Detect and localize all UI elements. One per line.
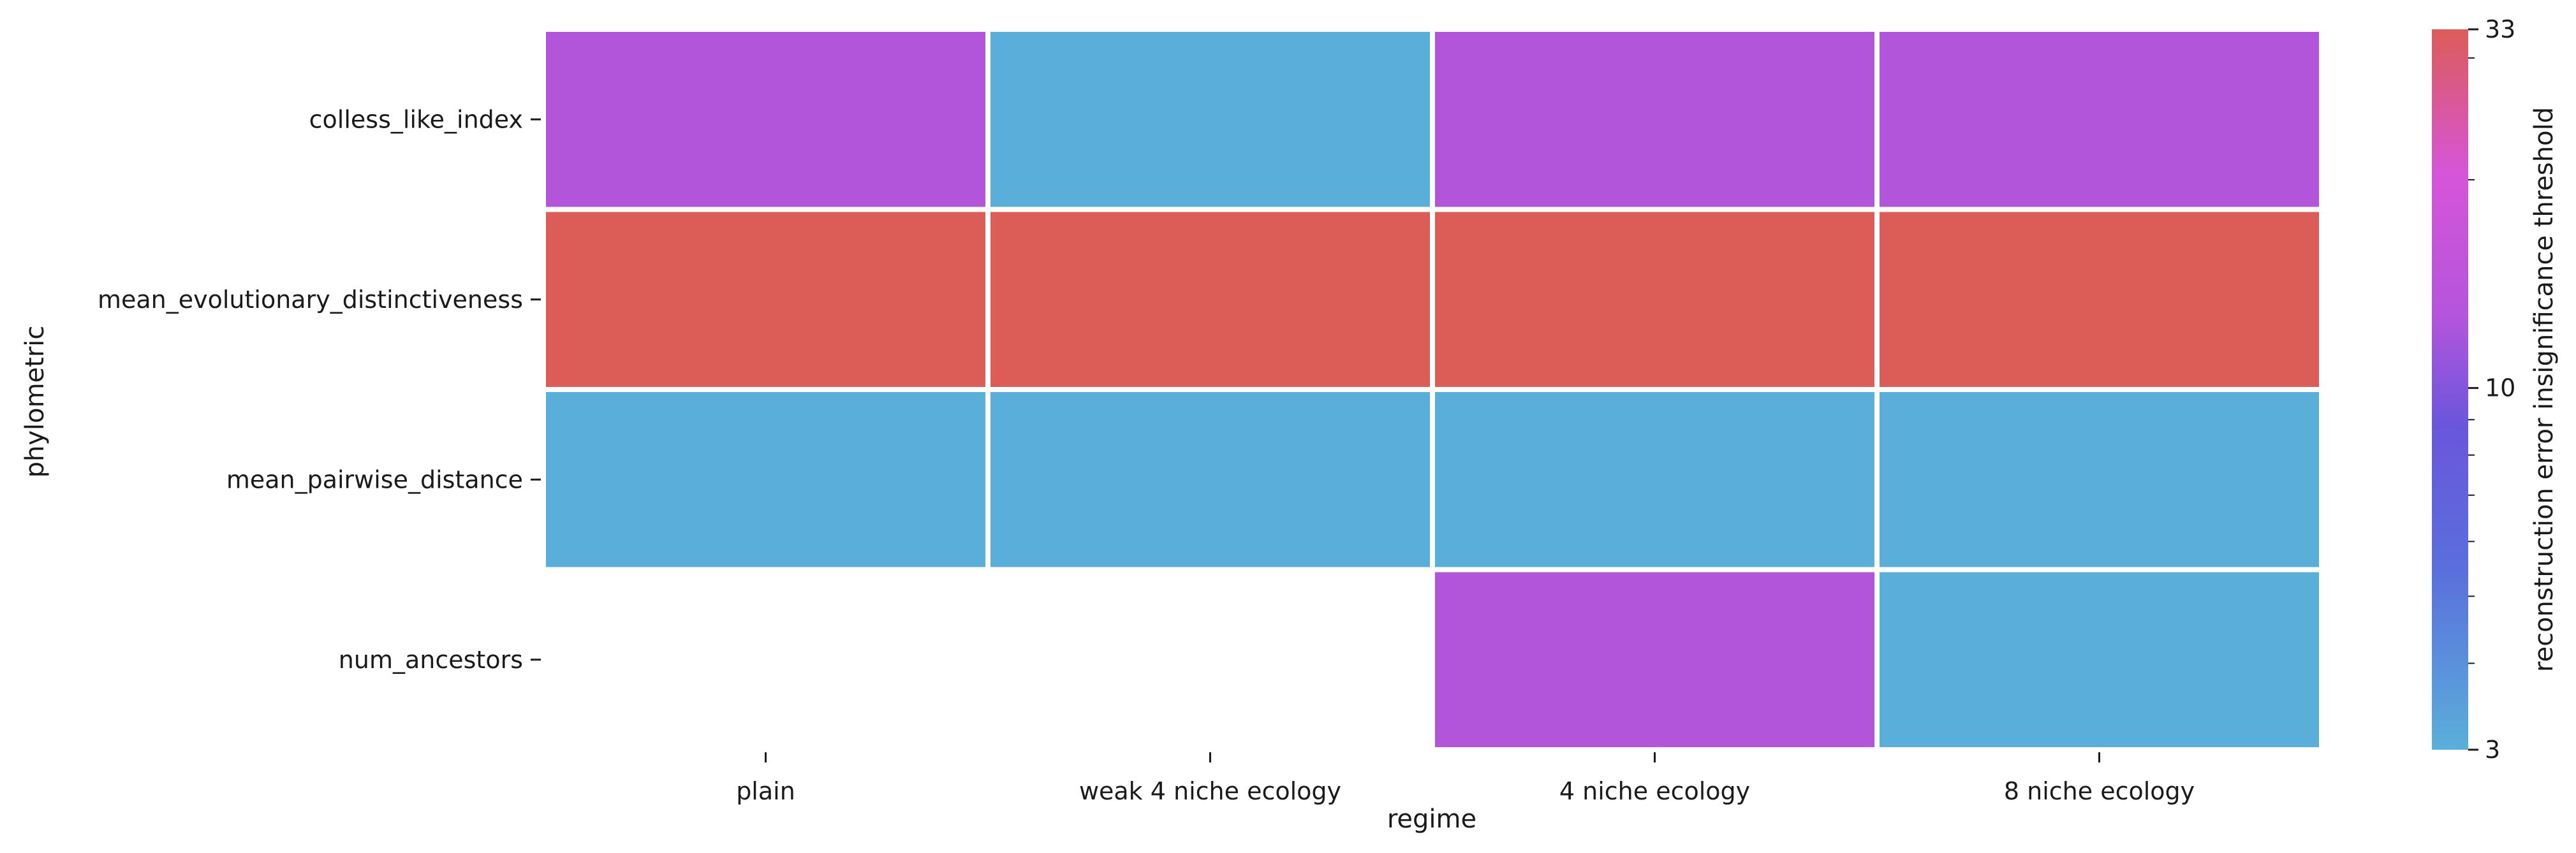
cell-mean-pairwise-distance-4-niche-ecology	[1435, 392, 1874, 567]
cell-colless-like-index-weak-4-niche-ecology	[990, 32, 1430, 207]
cell-mean-pairwise-distance-plain	[546, 392, 985, 567]
cell-mean-pairwise-distance-8-niche-ecology	[1880, 392, 2319, 567]
cell-colless-like-index-4-niche-ecology	[1435, 32, 1874, 207]
y-tick-label-mean-evolutionary-distinctiveness: mean_evolutionary_distinctiveness	[98, 286, 523, 314]
colorbar-ticks: 3 10 33	[2468, 15, 2515, 764]
x-axis-label: regime	[1387, 805, 1476, 834]
x-tick-label-plain: plain	[736, 777, 795, 805]
cell-colless-like-index-8-niche-ecology	[1880, 32, 2319, 207]
colorbar-label: reconstruction error insignificance thre…	[2529, 107, 2559, 672]
colorbar-tick-label-33: 33	[2485, 15, 2515, 43]
x-tick-label-4-niche-ecology: 4 niche ecology	[1559, 777, 1750, 805]
y-tick-label-num-ancestors: num_ancestors	[339, 646, 523, 674]
cell-mean-evolutionary-distinctiveness-4-niche-ecology	[1435, 212, 1874, 387]
cell-mean-evolutionary-distinctiveness-8-niche-ecology	[1880, 212, 2319, 387]
heatmap-cells	[546, 32, 2319, 747]
cell-num-ancestors-8-niche-ecology	[1880, 572, 2319, 747]
cell-colless-like-index-plain	[546, 32, 985, 207]
cell-mean-evolutionary-distinctiveness-weak-4-niche-ecology	[990, 212, 1430, 387]
colorbar-tick-label-3: 3	[2485, 736, 2500, 764]
y-tick-label-colless-like-index: colless_like_index	[309, 105, 523, 133]
colorbar-tick-label-10: 10	[2485, 374, 2515, 402]
y-axis-label: phylometric	[20, 326, 50, 478]
y-axis-ticks: colless_like_index mean_evolutionary_dist…	[98, 105, 541, 674]
y-tick-label-mean-pairwise-distance: mean_pairwise_distance	[226, 465, 523, 493]
x-tick-label-weak-4-niche-ecology: weak 4 niche ecology	[1079, 777, 1341, 805]
colorbar: 3 10 33 reconstruction error insignificanc…	[2432, 15, 2559, 764]
x-axis-ticks: plain weak 4 niche ecology 4 niche ecology…	[736, 752, 2195, 805]
x-tick-label-8-niche-ecology: 8 niche ecology	[2004, 777, 2195, 805]
cell-mean-pairwise-distance-weak-4-niche-ecology	[990, 392, 1430, 567]
cell-num-ancestors-4-niche-ecology	[1435, 572, 1874, 747]
colorbar-gradient	[2432, 29, 2468, 750]
cell-mean-evolutionary-distinctiveness-plain	[546, 212, 985, 387]
